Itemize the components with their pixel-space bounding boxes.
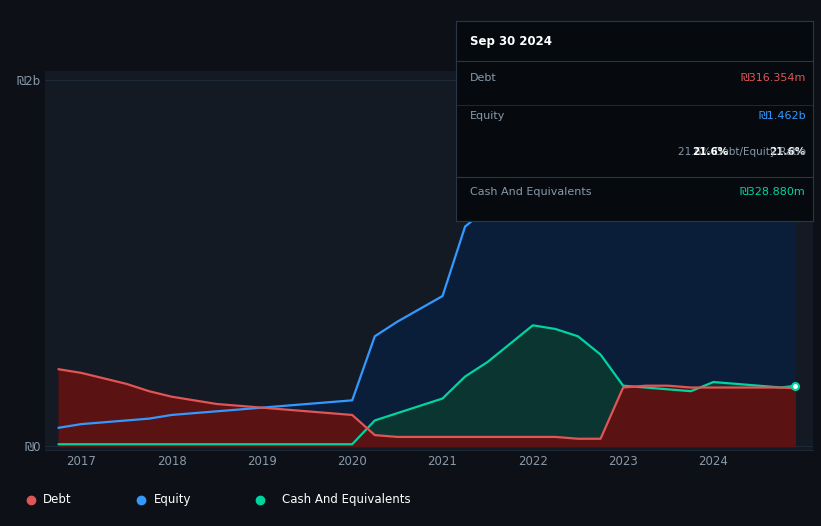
Text: Equity: Equity <box>154 493 191 506</box>
Text: 21.6% Debt/Equity Ratio: 21.6% Debt/Equity Ratio <box>677 147 805 157</box>
Text: ₪316.354m: ₪316.354m <box>741 73 805 83</box>
Text: 21.6%: 21.6% <box>769 147 805 157</box>
Text: Cash And Equivalents: Cash And Equivalents <box>282 493 410 506</box>
Text: Debt: Debt <box>43 493 71 506</box>
Text: Sep 30 2024: Sep 30 2024 <box>470 35 552 48</box>
Text: ₪328.880m: ₪328.880m <box>740 187 805 197</box>
Text: ₪1.462b: ₪1.462b <box>758 111 805 121</box>
Text: Equity: Equity <box>470 111 505 121</box>
Text: 21.6%: 21.6% <box>692 147 728 157</box>
Text: Debt: Debt <box>470 73 497 83</box>
Text: Cash And Equivalents: Cash And Equivalents <box>470 187 591 197</box>
